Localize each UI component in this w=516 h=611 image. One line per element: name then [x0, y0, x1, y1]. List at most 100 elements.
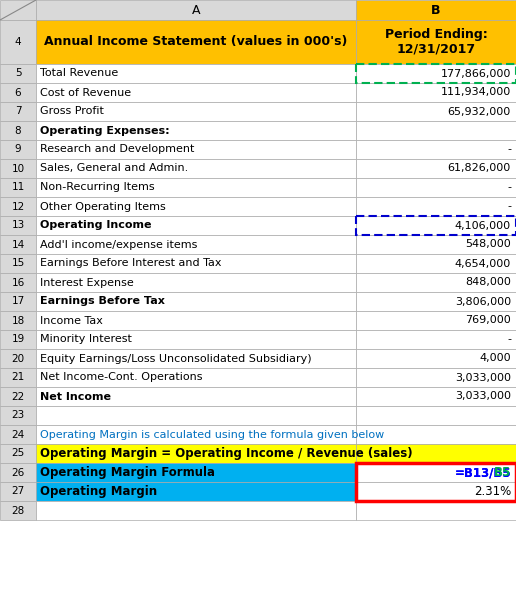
Text: Add'l income/expense items: Add'l income/expense items	[40, 240, 198, 249]
Bar	[36, 463, 356, 482]
Text: Operating Expenses:: Operating Expenses:	[40, 125, 170, 136]
Bar	[36, 64, 356, 83]
Text: 4: 4	[14, 37, 21, 47]
Bar	[0, 501, 36, 520]
Bar	[0, 330, 36, 349]
Bar	[36, 368, 356, 387]
Text: 17: 17	[11, 296, 25, 307]
Text: =B13/B5: =B13/B5	[455, 466, 511, 479]
Bar	[356, 121, 516, 140]
Text: 22: 22	[11, 392, 25, 401]
Bar	[0, 292, 36, 311]
Text: 11: 11	[11, 183, 25, 192]
Text: Cost of Revenue: Cost of Revenue	[40, 87, 131, 98]
Bar	[36, 102, 356, 121]
Text: Earnings Before Interest and Tax: Earnings Before Interest and Tax	[40, 258, 221, 268]
Text: 61,826,000: 61,826,000	[448, 164, 511, 174]
Text: 769,000: 769,000	[465, 315, 511, 326]
Text: Operating Margin: Operating Margin	[40, 485, 157, 498]
Text: 28: 28	[11, 505, 25, 516]
Bar	[356, 235, 516, 254]
Bar	[356, 463, 516, 482]
Bar	[36, 273, 356, 292]
Bar	[36, 20, 356, 64]
Bar	[36, 406, 356, 425]
Text: 4,106,000: 4,106,000	[455, 221, 511, 230]
Bar	[0, 102, 36, 121]
Bar	[356, 159, 516, 178]
Text: A: A	[192, 4, 200, 16]
Bar	[356, 501, 516, 520]
Bar	[0, 0, 36, 20]
Bar	[36, 501, 356, 520]
Text: =B13/B5: =B13/B5	[455, 466, 511, 479]
Bar	[0, 387, 36, 406]
Bar	[0, 368, 36, 387]
Bar	[356, 178, 516, 197]
Bar	[36, 140, 356, 159]
Text: Total Revenue: Total Revenue	[40, 68, 118, 78]
Bar	[36, 159, 356, 178]
Text: Period Ending:
12/31/2017: Period Ending: 12/31/2017	[384, 28, 488, 56]
Bar	[0, 140, 36, 159]
Bar	[0, 121, 36, 140]
Bar	[356, 83, 516, 102]
Text: Other Operating Items: Other Operating Items	[40, 202, 166, 211]
Bar	[0, 444, 36, 463]
Text: Research and Development: Research and Development	[40, 144, 195, 155]
Bar	[356, 292, 516, 311]
Bar	[36, 83, 356, 102]
Bar	[356, 254, 516, 273]
Text: 4,654,000: 4,654,000	[455, 258, 511, 268]
Text: Net Income-Cont. Operations: Net Income-Cont. Operations	[40, 373, 202, 382]
Text: 6: 6	[14, 87, 21, 98]
Text: 177,866,000: 177,866,000	[441, 68, 511, 78]
Bar	[356, 425, 516, 444]
Bar	[36, 197, 356, 216]
Text: 3,033,000: 3,033,000	[455, 392, 511, 401]
Bar	[0, 311, 36, 330]
Bar	[356, 140, 516, 159]
Text: 20: 20	[11, 354, 25, 364]
Bar	[36, 387, 356, 406]
Bar	[36, 349, 356, 368]
Bar	[0, 178, 36, 197]
Text: Income Tax: Income Tax	[40, 315, 103, 326]
Text: 25: 25	[11, 448, 25, 458]
Bar	[0, 482, 36, 501]
Text: 27: 27	[11, 486, 25, 497]
Bar	[36, 482, 356, 501]
Bar	[36, 425, 356, 444]
Bar	[36, 311, 356, 330]
Text: 26: 26	[11, 467, 25, 478]
Text: 848,000: 848,000	[465, 277, 511, 288]
Text: 8: 8	[14, 125, 21, 136]
Bar	[36, 254, 356, 273]
Bar	[356, 387, 516, 406]
Text: Interest Expense: Interest Expense	[40, 277, 134, 288]
Text: 3,806,000: 3,806,000	[455, 296, 511, 307]
Bar	[356, 216, 516, 235]
Text: 111,934,000: 111,934,000	[441, 87, 511, 98]
Text: 12: 12	[11, 202, 25, 211]
Bar	[36, 444, 356, 463]
Bar	[36, 178, 356, 197]
Bar	[0, 197, 36, 216]
Bar	[356, 197, 516, 216]
Bar	[36, 121, 356, 140]
Bar	[356, 463, 516, 501]
Bar	[0, 349, 36, 368]
Bar	[356, 273, 516, 292]
Text: Operating Margin = Operating Income / Revenue (sales): Operating Margin = Operating Income / Re…	[40, 447, 413, 460]
Bar	[356, 311, 516, 330]
Bar	[0, 273, 36, 292]
Text: Net Income: Net Income	[40, 392, 111, 401]
Bar	[0, 254, 36, 273]
Text: 4,000: 4,000	[479, 354, 511, 364]
Bar	[356, 0, 516, 20]
Bar	[0, 83, 36, 102]
Bar	[356, 444, 516, 463]
Text: 18: 18	[11, 315, 25, 326]
Text: 10: 10	[11, 164, 25, 174]
Text: B: B	[431, 4, 441, 16]
